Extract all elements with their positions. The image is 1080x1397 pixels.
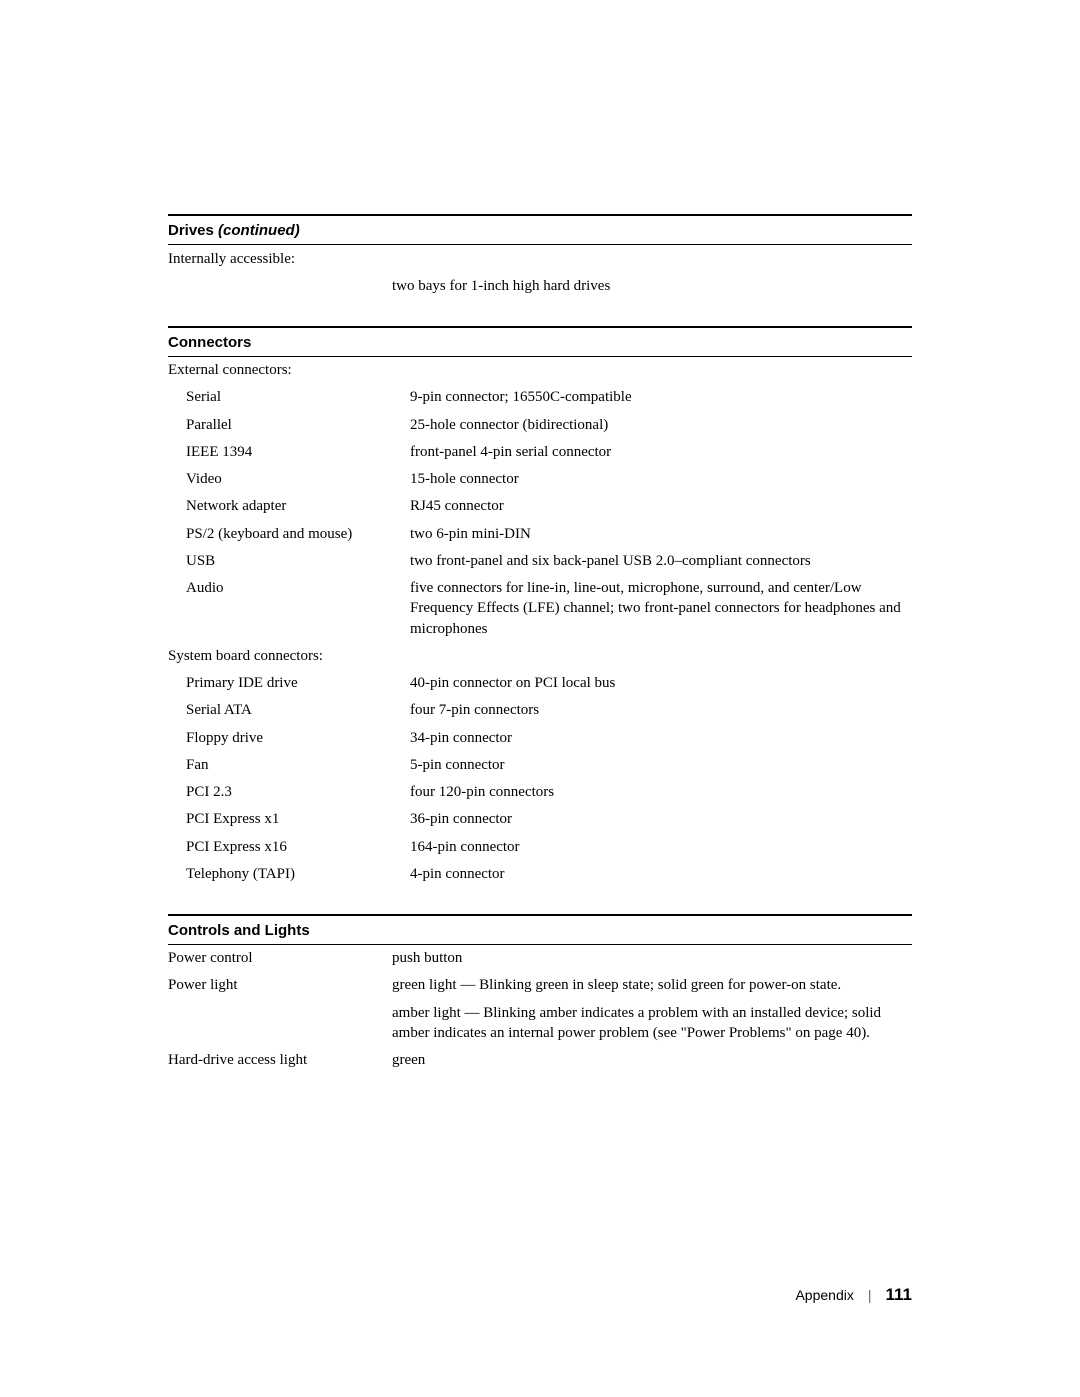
table-row: Fan 5-pin connector bbox=[168, 751, 912, 778]
row-value bbox=[296, 360, 912, 380]
page: Drives (continued) Internally accessible… bbox=[0, 0, 1080, 1397]
table-row: Power light green light — Blinking green… bbox=[168, 972, 912, 999]
table-row: amber light — Blinking amber indicates a… bbox=[168, 999, 912, 1047]
group-title-row: External connectors: bbox=[168, 357, 912, 384]
row-value: 25-hole connector (bidirectional) bbox=[410, 415, 912, 435]
row-value: 9-pin connector; 16550C-compatible bbox=[410, 387, 912, 407]
table-row: Network adapter RJ45 connector bbox=[168, 493, 912, 520]
row-value: two front-panel and six back-panel USB 2… bbox=[410, 551, 912, 571]
row-value: green bbox=[392, 1050, 912, 1070]
section-header-connectors: Connectors bbox=[168, 326, 912, 357]
row-label bbox=[168, 276, 392, 296]
table-row: Telephony (TAPI) 4-pin connector bbox=[168, 860, 912, 887]
table-row: Floppy drive 34-pin connector bbox=[168, 724, 912, 751]
row-value: push button bbox=[392, 948, 912, 968]
row-label: Audio bbox=[168, 578, 410, 639]
table-row: Serial 9-pin connector; 16550C-compatibl… bbox=[168, 384, 912, 411]
row-value: 15-hole connector bbox=[410, 469, 912, 489]
group-title: External connectors: bbox=[168, 360, 296, 380]
row-label: USB bbox=[168, 551, 410, 571]
table-row: Primary IDE drive 40-pin connector on PC… bbox=[168, 670, 912, 697]
row-label: PCI Express x1 bbox=[168, 809, 410, 829]
row-label: Floppy drive bbox=[168, 728, 410, 748]
row-label: PCI Express x16 bbox=[168, 837, 410, 857]
section-gap bbox=[168, 300, 912, 326]
section-title-continued: (continued) bbox=[218, 222, 300, 239]
row-label: Video bbox=[168, 469, 410, 489]
row-label: Power light bbox=[168, 975, 392, 995]
row-value: 34-pin connector bbox=[410, 728, 912, 748]
row-label: Telephony (TAPI) bbox=[168, 864, 410, 884]
table-row: Internally accessible: bbox=[168, 245, 912, 272]
table-row: PCI Express x1 36-pin connector bbox=[168, 806, 912, 833]
section-gap bbox=[168, 888, 912, 914]
row-label: PS/2 (keyboard and mouse) bbox=[168, 524, 410, 544]
row-value: 4-pin connector bbox=[410, 864, 912, 884]
page-footer: Appendix | 111 bbox=[795, 1285, 912, 1305]
row-label: Parallel bbox=[168, 415, 410, 435]
row-label: Hard-drive access light bbox=[168, 1050, 392, 1070]
row-label: Fan bbox=[168, 755, 410, 775]
table-row: PCI 2.3 four 120-pin connectors bbox=[168, 779, 912, 806]
row-value: RJ45 connector bbox=[410, 496, 912, 516]
row-value: four 7-pin connectors bbox=[410, 700, 912, 720]
table-row: USB two front-panel and six back-panel U… bbox=[168, 547, 912, 574]
row-label: Internally accessible: bbox=[168, 249, 392, 269]
table-row: PS/2 (keyboard and mouse) two 6-pin mini… bbox=[168, 520, 912, 547]
table-row: IEEE 1394 front-panel 4-pin serial conne… bbox=[168, 438, 912, 465]
row-value: 5-pin connector bbox=[410, 755, 912, 775]
row-value: green light — Blinking green in sleep st… bbox=[392, 975, 912, 995]
row-label: Serial bbox=[168, 387, 410, 407]
row-value: five connectors for line-in, line-out, m… bbox=[410, 578, 912, 639]
row-label: PCI 2.3 bbox=[168, 782, 410, 802]
row-value bbox=[392, 249, 912, 269]
section-header-controls: Controls and Lights bbox=[168, 914, 912, 945]
table-row: Video 15-hole connector bbox=[168, 466, 912, 493]
table-row: Audio five connectors for line-in, line-… bbox=[168, 575, 912, 643]
footer-section: Appendix bbox=[795, 1287, 853, 1303]
table-row: PCI Express x16 164-pin connector bbox=[168, 833, 912, 860]
row-value: amber light — Blinking amber indicates a… bbox=[392, 1003, 912, 1044]
footer-page-number: 111 bbox=[886, 1285, 913, 1305]
row-value: front-panel 4-pin serial connector bbox=[410, 442, 912, 462]
table-row: Serial ATA four 7-pin connectors bbox=[168, 697, 912, 724]
table-row: Hard-drive access light green bbox=[168, 1047, 912, 1074]
row-value: 40-pin connector on PCI local bus bbox=[410, 673, 912, 693]
footer-separator: | bbox=[868, 1287, 872, 1303]
row-label bbox=[168, 1003, 392, 1044]
group-title-row: System board connectors: bbox=[168, 642, 912, 669]
row-label: Network adapter bbox=[168, 496, 410, 516]
row-label: Power control bbox=[168, 948, 392, 968]
table-row: Parallel 25-hole connector (bidirectiona… bbox=[168, 411, 912, 438]
row-value: 164-pin connector bbox=[410, 837, 912, 857]
row-value bbox=[327, 646, 912, 666]
row-label: Primary IDE drive bbox=[168, 673, 410, 693]
section-title-connectors: Connectors bbox=[168, 334, 251, 351]
section-header-drives: Drives (continued) bbox=[168, 214, 912, 245]
row-value: 36-pin connector bbox=[410, 809, 912, 829]
row-value: two bays for 1-inch high hard drives bbox=[392, 276, 912, 296]
table-row: Power control push button bbox=[168, 945, 912, 972]
row-value: four 120-pin connectors bbox=[410, 782, 912, 802]
section-title-drives: Drives bbox=[168, 222, 218, 239]
table-row: two bays for 1-inch high hard drives bbox=[168, 272, 912, 299]
row-value: two 6-pin mini-DIN bbox=[410, 524, 912, 544]
section-title-controls: Controls and Lights bbox=[168, 922, 310, 939]
group-title: System board connectors: bbox=[168, 646, 327, 666]
row-label: Serial ATA bbox=[168, 700, 410, 720]
row-label: IEEE 1394 bbox=[168, 442, 410, 462]
